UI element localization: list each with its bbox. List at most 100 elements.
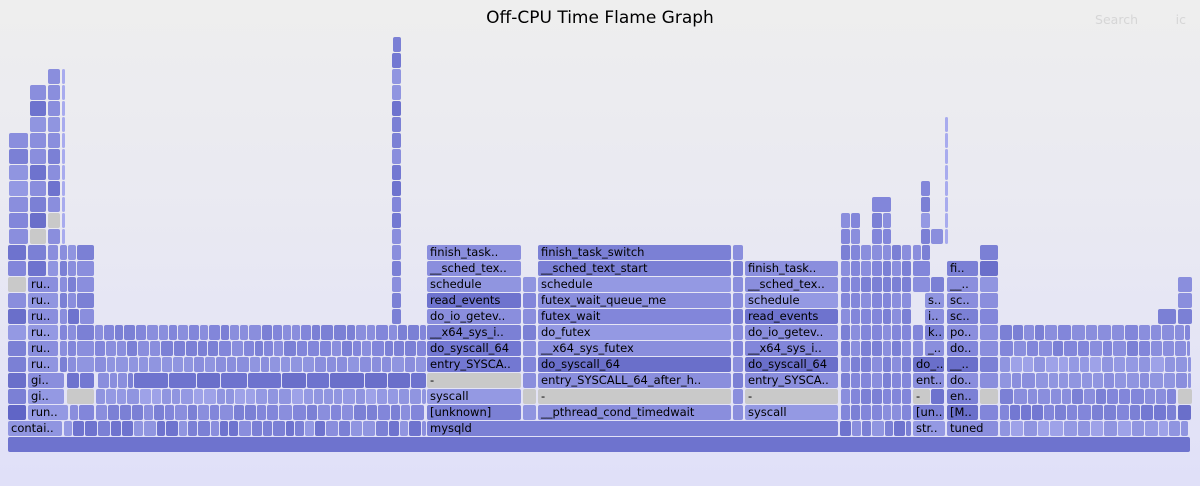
flame-frame[interactable]: __.. — [947, 357, 978, 372]
flame-frame[interactable] — [1092, 405, 1103, 420]
flame-frame[interactable] — [363, 421, 375, 436]
flame-frame[interactable] — [892, 373, 901, 388]
flame-frame[interactable] — [106, 389, 116, 404]
flame-frame[interactable] — [980, 245, 998, 260]
flame-frame[interactable]: - — [538, 389, 731, 404]
flame-frame[interactable] — [733, 261, 743, 276]
flame-frame[interactable] — [1178, 405, 1191, 420]
flame-frame[interactable] — [211, 421, 219, 436]
flame-frame[interactable] — [1058, 325, 1071, 340]
flame-frame[interactable]: schedule — [538, 277, 731, 292]
flame-frame[interactable] — [400, 421, 408, 436]
flame-frame[interactable] — [68, 309, 79, 324]
flame-frame[interactable] — [232, 341, 243, 356]
flame-frame[interactable] — [127, 341, 137, 356]
flame-frame[interactable] — [1151, 325, 1161, 340]
flame-frame[interactable] — [62, 69, 65, 84]
flame-frame[interactable] — [166, 421, 178, 436]
flame-frame[interactable] — [1127, 341, 1138, 356]
flame-frame[interactable] — [256, 389, 267, 404]
flame-frame[interactable] — [872, 293, 882, 308]
flame-frame[interactable] — [1000, 341, 1013, 356]
flame-frame[interactable] — [401, 405, 410, 420]
flame-frame[interactable] — [945, 197, 948, 212]
flame-frame[interactable] — [157, 421, 165, 436]
flame-frame[interactable] — [48, 213, 60, 228]
flame-frame[interactable] — [60, 325, 67, 340]
flame-frame[interactable] — [139, 357, 148, 372]
flame-frame[interactable] — [324, 389, 333, 404]
flame-frame[interactable] — [1188, 373, 1191, 388]
flame-frame[interactable]: _.. — [925, 341, 944, 356]
flame-frame[interactable]: schedule — [745, 293, 838, 308]
flame-frame[interactable] — [219, 341, 231, 356]
flame-frame[interactable]: ru.. — [28, 325, 58, 340]
flame-frame[interactable] — [841, 389, 850, 404]
flame-frame[interactable] — [246, 389, 255, 404]
flame-frame[interactable] — [980, 341, 998, 356]
flame-frame[interactable] — [872, 405, 882, 420]
flame-frame[interactable] — [304, 389, 313, 404]
flame-frame[interactable] — [237, 357, 249, 372]
flame-frame[interactable] — [913, 261, 930, 276]
flame-frame[interactable] — [892, 293, 901, 308]
flame-frame[interactable] — [1059, 357, 1068, 372]
flame-frame[interactable] — [1064, 341, 1077, 356]
flame-frame[interactable] — [902, 245, 911, 260]
flame-frame[interactable] — [841, 309, 850, 324]
flame-frame[interactable]: __sched_tex.. — [427, 261, 521, 276]
flame-frame[interactable] — [60, 341, 67, 356]
flame-frame[interactable] — [48, 245, 58, 260]
flame-frame[interactable]: gi.. — [28, 373, 64, 388]
flame-frame[interactable] — [68, 293, 76, 308]
flame-frame[interactable] — [1104, 373, 1114, 388]
flame-frame[interactable] — [8, 437, 1190, 452]
flame-frame[interactable] — [376, 325, 388, 340]
flame-frame[interactable] — [902, 373, 911, 388]
flame-frame[interactable] — [733, 341, 743, 356]
flame-frame[interactable] — [194, 389, 203, 404]
flame-frame[interactable] — [301, 325, 311, 340]
flame-frame[interactable] — [422, 421, 426, 436]
flame-frame[interactable]: __.. — [947, 277, 978, 292]
flame-frame[interactable] — [95, 341, 105, 356]
flame-frame[interactable] — [308, 341, 319, 356]
flame-frame[interactable] — [292, 389, 303, 404]
flame-frame[interactable] — [1125, 325, 1138, 340]
flame-frame[interactable] — [1034, 357, 1045, 372]
flame-frame[interactable]: read_events — [745, 309, 838, 324]
flame-frame[interactable] — [120, 405, 131, 420]
flame-frame[interactable] — [892, 405, 901, 420]
flame-frame[interactable] — [30, 133, 46, 148]
flame-frame[interactable] — [250, 357, 260, 372]
flame-frame[interactable] — [136, 325, 146, 340]
flame-frame[interactable] — [162, 389, 171, 404]
flame-frame[interactable] — [1000, 357, 1010, 372]
flame-frame[interactable] — [980, 293, 998, 308]
flame-frame[interactable] — [1156, 389, 1166, 404]
flame-frame[interactable]: schedule — [427, 277, 521, 292]
flame-frame[interactable] — [68, 261, 76, 276]
flame-frame[interactable] — [980, 405, 998, 420]
flame-frame[interactable] — [144, 421, 156, 436]
flame-frame[interactable] — [980, 261, 998, 276]
flame-frame[interactable]: [unknown] — [427, 405, 521, 420]
flame-frame[interactable] — [286, 421, 294, 436]
flame-frame[interactable] — [733, 357, 743, 372]
flame-frame[interactable] — [149, 357, 161, 372]
flame-frame[interactable]: __x64_sys_i.. — [427, 325, 521, 340]
flame-frame[interactable] — [8, 389, 26, 404]
flame-frame[interactable] — [48, 69, 60, 84]
flame-frame[interactable] — [872, 213, 882, 228]
flame-frame[interactable] — [841, 277, 850, 292]
flame-frame[interactable] — [1046, 357, 1058, 372]
flame-frame[interactable] — [420, 325, 426, 340]
flame-frame[interactable] — [321, 325, 333, 340]
flame-frame[interactable] — [48, 181, 60, 196]
flame-frame[interactable] — [60, 357, 67, 372]
flame-frame[interactable] — [159, 325, 168, 340]
flame-frame[interactable] — [394, 341, 404, 356]
flame-frame[interactable] — [210, 405, 219, 420]
flame-frame[interactable] — [980, 309, 998, 324]
flame-frame[interactable] — [227, 357, 236, 372]
